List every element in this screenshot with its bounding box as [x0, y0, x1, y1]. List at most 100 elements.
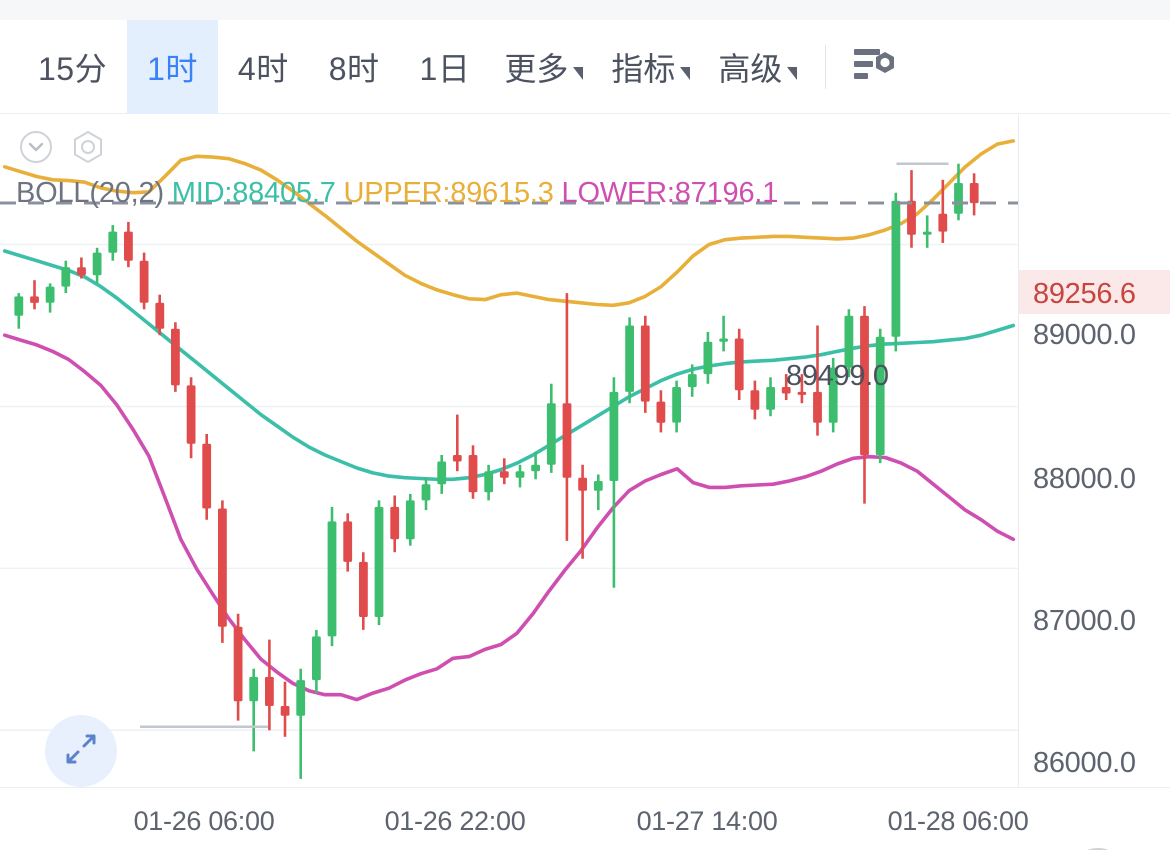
- candle: [578, 464, 587, 559]
- tab-1[interactable]: 1时: [127, 19, 218, 114]
- candle: [969, 173, 979, 216]
- candle: [844, 309, 854, 378]
- high-price-annotation: 89499.0: [786, 360, 889, 392]
- candle: [186, 377, 196, 459]
- price-tick-1: 88000.0: [1033, 463, 1136, 495]
- tab-3[interactable]: 8时: [309, 20, 400, 114]
- candle: [468, 445, 478, 499]
- price-tick-0: 89000.0: [1033, 319, 1136, 351]
- time-tick-0: 01-26 06:00: [133, 806, 275, 836]
- price-tick-2: 87000.0: [1033, 605, 1136, 637]
- boll-mid-value: MID:88405.7: [171, 177, 336, 209]
- tab-label: 8时: [328, 50, 380, 87]
- candle: [265, 639, 274, 731]
- chart-icon-row: [18, 129, 106, 165]
- boll-upper-value: UPPER:89615.3: [343, 177, 554, 209]
- tab-label: 1日: [419, 50, 471, 87]
- fullscreen-expand-icon: [61, 729, 101, 774]
- candle: [515, 464, 525, 488]
- gear-hexagon-icon[interactable]: [70, 129, 106, 165]
- candle: [155, 294, 165, 336]
- chart-container[interactable]: BOLL(20,2) MID:88405.7 UPPER:89615.3 LOW…: [0, 115, 1170, 850]
- candle: [875, 328, 885, 464]
- candle: [828, 357, 838, 433]
- candle: [359, 552, 368, 630]
- candle: [233, 613, 243, 721]
- tab-label: 1时: [147, 50, 198, 87]
- candle: [938, 179, 948, 243]
- candle: [296, 668, 306, 779]
- candle: [343, 513, 353, 572]
- candle: [45, 283, 55, 313]
- candle: [719, 315, 728, 352]
- tab-6[interactable]: 指标: [597, 20, 704, 114]
- tab-label: 15分: [38, 50, 108, 87]
- candle: [202, 434, 212, 520]
- fullscreen-button[interactable]: [45, 715, 117, 787]
- tab-5[interactable]: 更多: [490, 20, 597, 114]
- candle: [484, 464, 494, 501]
- scroll-back-button[interactable]: [1069, 848, 1127, 850]
- candle: [797, 374, 807, 404]
- time-tick-1: 01-26 22:00: [384, 806, 526, 836]
- tab-label: 4时: [237, 50, 289, 87]
- boll-line-lower: [2, 333, 1016, 702]
- tab-0[interactable]: 15分: [18, 20, 127, 114]
- candle: [781, 374, 791, 400]
- candle: [656, 390, 666, 433]
- candle: [860, 306, 869, 504]
- candle: [124, 221, 133, 268]
- candlestick-plot[interactable]: [0, 115, 1018, 787]
- candle: [922, 215, 932, 248]
- tab-7[interactable]: 高级: [704, 20, 811, 114]
- candle: [30, 280, 39, 310]
- candle: [609, 377, 619, 588]
- boll-indicator-legend: BOLL(20,2) MID:88405.7 UPPER:89615.3 LOW…: [16, 177, 778, 210]
- chart-settings-icon: [852, 44, 898, 89]
- candle: [499, 458, 509, 485]
- price-tick-3: 86000.0: [1033, 747, 1136, 779]
- candle: [546, 383, 556, 473]
- candle: [390, 495, 400, 553]
- candle: [954, 163, 963, 221]
- candle: [625, 317, 634, 404]
- candle: [531, 451, 540, 480]
- candle: [280, 681, 290, 737]
- chevron-down-circle-icon[interactable]: [18, 129, 54, 165]
- candle: [312, 629, 321, 694]
- chart-settings-button[interactable]: [852, 44, 898, 89]
- time-tick-3: 01-28 06:00: [887, 806, 1029, 836]
- candle: [672, 380, 681, 433]
- candle: [171, 322, 180, 392]
- chevron-down-icon: [680, 67, 691, 80]
- candle: [405, 493, 415, 546]
- candle: [218, 500, 227, 643]
- candle: [139, 252, 149, 310]
- candle: [907, 170, 916, 248]
- tab-2[interactable]: 4时: [218, 20, 309, 114]
- candle: [452, 414, 462, 472]
- candle: [687, 364, 697, 397]
- candle: [108, 225, 118, 261]
- chevron-down-icon: [573, 67, 584, 80]
- boll-lower-value: LOWER:87196.1: [561, 177, 779, 209]
- candle: [77, 257, 86, 279]
- time-axis: 01-26 06:00 01-26 22:00 01-27 14:00 01-2…: [0, 787, 1170, 850]
- boll-line-upper: [2, 139, 1016, 308]
- candle: [421, 477, 431, 511]
- candle: [593, 474, 603, 511]
- current-price-label: 89256.6: [1033, 278, 1136, 310]
- time-tick-2: 01-27 14:00: [636, 806, 778, 836]
- toolbar-divider: [825, 44, 827, 89]
- price-axis[interactable]: 89256.6 89000.0 88000.0 87000.0 86000.0: [1018, 115, 1170, 787]
- candle: [813, 325, 822, 436]
- candle: [61, 260, 71, 294]
- tab-label: 高级: [718, 50, 783, 87]
- candle: [562, 293, 572, 541]
- candle: [891, 192, 901, 352]
- candle: [327, 506, 337, 647]
- tab-4[interactable]: 1日: [400, 20, 491, 114]
- candle: [92, 247, 102, 284]
- timeframe-tabbar: 15分 1时 4时 8时 1日 更多 指标 高级: [0, 19, 1170, 114]
